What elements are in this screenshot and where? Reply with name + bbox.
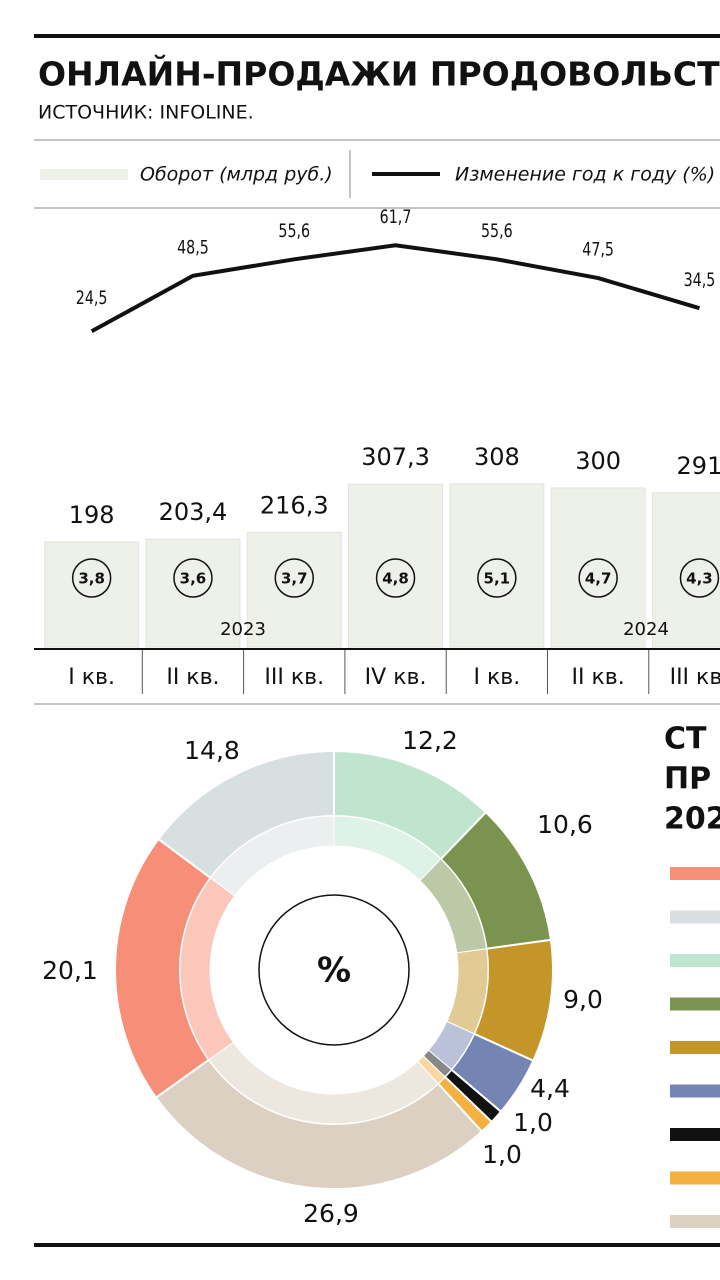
x-tick-label: II кв.	[166, 665, 219, 690]
share-circle	[274, 558, 314, 598]
year-label: 2023	[220, 619, 266, 640]
legend-swatch	[670, 867, 720, 880]
bar-label: 216,3	[260, 491, 329, 519]
bar	[651, 492, 720, 648]
center-label: %	[317, 951, 351, 991]
pie-label: 20,1	[42, 956, 98, 985]
pie-label: 14,8	[184, 736, 240, 765]
bar-label: 300	[575, 447, 621, 475]
center-circle	[258, 894, 410, 1046]
share-label: 3,6	[180, 570, 207, 588]
line-label: 61,7	[380, 205, 412, 228]
legend-swatch	[670, 1215, 720, 1228]
line-label: 48,5	[177, 235, 209, 258]
bar	[348, 483, 444, 648]
pie-title: ПР	[664, 762, 711, 797]
legend-swatch	[670, 1084, 720, 1098]
pie-label: 4,4	[530, 1074, 570, 1103]
x-tick-label: II кв.	[572, 665, 625, 690]
bar	[44, 541, 140, 648]
share-circle	[679, 558, 720, 598]
pie-inner-slice	[209, 815, 335, 897]
bar	[449, 483, 545, 648]
share-label: 3,8	[78, 570, 105, 588]
legend-swatch	[670, 1128, 720, 1141]
x-tick-label: IV кв.	[365, 665, 427, 690]
bar-label: 203,4	[159, 498, 228, 526]
bar	[550, 487, 646, 648]
x-tick-label: I кв.	[473, 665, 520, 690]
legend-swatch	[670, 997, 720, 1011]
share-circle	[477, 558, 517, 598]
share-circle	[173, 558, 213, 598]
bar-label: 198	[69, 501, 115, 529]
legend-label: Изменение год к году (%)	[455, 164, 715, 186]
pie-label: 26,9	[303, 1199, 359, 1228]
share-circle	[71, 558, 112, 598]
line-label: 47,5	[582, 238, 614, 261]
line-label: 24,5	[76, 286, 108, 309]
pie-label: 12,2	[402, 726, 458, 755]
bar	[246, 531, 342, 648]
title: ОНЛАЙН-ПРОДАЖИ ПРОДОВОЛЬСТВЕ	[38, 54, 720, 94]
line	[90, 243, 701, 334]
share-circle	[375, 558, 416, 598]
legend-swatch	[670, 1171, 720, 1185]
pie-label: 9,0	[563, 985, 603, 1014]
share-label: 3,7	[281, 570, 308, 588]
legend-swatch	[670, 1041, 720, 1054]
legend-swatch	[40, 169, 128, 180]
pie-label: 1,0	[482, 1140, 522, 1169]
bar-label: 308	[474, 443, 520, 471]
bar-label: 307,3	[361, 443, 430, 471]
line-label: 55,6	[481, 219, 513, 242]
pie-label: 10,6	[537, 810, 593, 839]
legend-swatch	[670, 910, 720, 924]
share-label: 5,1	[484, 570, 511, 588]
pie-title: 202	[664, 802, 720, 837]
bar-label: 291	[677, 452, 720, 480]
x-tick-label: III кв.	[264, 665, 324, 690]
x-tick-label: III кв.	[670, 665, 720, 690]
share-circle	[578, 558, 618, 598]
pie-title: СТ	[664, 722, 707, 757]
legend-label: Оборот (млрд руб.)	[140, 164, 333, 186]
subtitle: ИСТОЧНИК: INFOLINE.	[38, 102, 254, 124]
legend-swatch	[670, 954, 720, 967]
x-tick-label: I кв.	[68, 665, 115, 690]
line-label: 55,6	[278, 219, 310, 242]
share-label: 4,3	[686, 570, 713, 588]
year-label: 2024	[623, 619, 669, 640]
bar	[145, 538, 241, 648]
pie-label: 1,0	[513, 1108, 553, 1137]
line-label: 34,5	[684, 268, 716, 291]
share-label: 4,8	[382, 570, 409, 588]
share-label: 4,7	[585, 570, 612, 588]
